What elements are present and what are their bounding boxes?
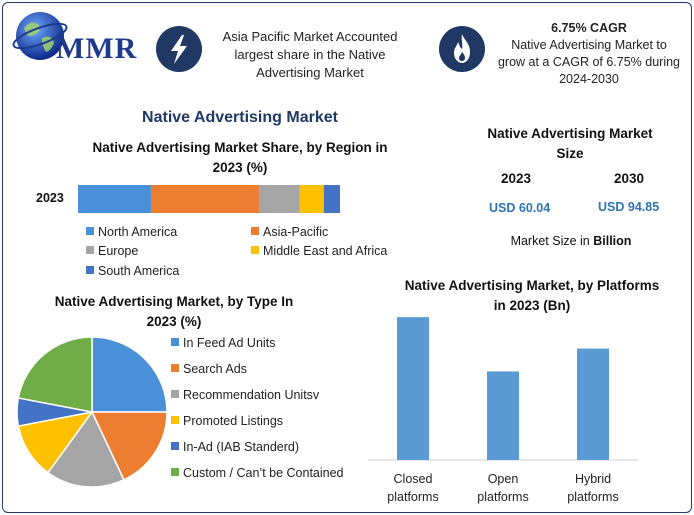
legend-swatch	[86, 227, 94, 235]
legend-swatch	[86, 246, 94, 254]
cagr-title: 6.75% CAGR	[551, 21, 627, 35]
platform-category-label-line: Hybrid	[574, 472, 612, 486]
pie-legend-item-5: Custom / Can’t be Contained	[171, 466, 344, 492]
legend-swatch	[171, 442, 179, 450]
platform-category-label-line: Closed	[393, 472, 433, 486]
pie-slice-1	[90, 411, 168, 481]
legend-swatch	[171, 416, 179, 424]
region-legend-mea: Middle East and Africa	[251, 244, 387, 258]
platform-chart-title-line-2: in 2023 (Bn)	[493, 298, 571, 313]
market-size-year-2023: 2023	[501, 171, 532, 186]
type-pie-chart	[16, 336, 168, 488]
callout-right-line-3: 2024-2030	[559, 72, 619, 86]
pie-slice-0	[91, 336, 168, 413]
region-legend-asia-pacific: Asia-Pacific	[251, 225, 328, 239]
region-chart-title-line-2: 2023 (%)	[212, 160, 268, 175]
legend-label: South America	[98, 264, 180, 278]
legend-swatch	[171, 338, 179, 346]
platform-bar-0	[397, 317, 429, 460]
region-legend-north-america: North America	[86, 225, 177, 239]
legend-swatch	[171, 390, 179, 398]
region-bar-segment-1	[150, 185, 259, 213]
pie-legend-item-0: In Feed Ad Units	[171, 336, 344, 362]
callout-right-line-2: grow at a CAGR of 6.75% during	[497, 55, 681, 69]
region-chart-title-line-1: Native Advertising Market Share, by Regi…	[92, 140, 388, 155]
region-bar-segment-0	[78, 185, 151, 213]
callout-right-badge	[439, 26, 485, 72]
region-legend-europe: Europe	[86, 244, 138, 258]
callout-left-line-3: Advertising Market	[256, 65, 364, 80]
legend-label: In Feed Ad Units	[183, 336, 276, 350]
legend-label: Middle East and Africa	[263, 244, 388, 258]
platform-category-label-1: Open platforms	[463, 470, 543, 506]
type-pie-legend: In Feed Ad Units Search Ads Recommendation…	[171, 336, 344, 492]
legend-label: Asia-Pacific	[263, 225, 329, 239]
platform-bar-1	[487, 371, 519, 460]
platform-category-label-line: Open	[487, 472, 519, 486]
pie-legend-item-2: Recommendation Unitsv	[171, 388, 344, 414]
market-size-note-unit: Billion	[593, 234, 632, 248]
legend-label: North America	[98, 225, 178, 239]
lightning-icon	[171, 35, 187, 64]
region-stacked-bar	[78, 185, 340, 213]
platform-chart-title-line-1: Native Advertising Market, by Platforms	[404, 278, 660, 293]
type-chart-title-line-2: 2023 (%)	[146, 314, 202, 329]
pie-legend-item-1: Search Ads	[171, 362, 344, 388]
region-legend-south-america: South America	[86, 264, 179, 278]
region-category-label: 2023	[36, 191, 64, 205]
platform-chart-title: Native Advertising Market, by Platforms …	[382, 276, 682, 316]
legend-label: Promoted Listings	[183, 414, 284, 428]
platform-category-label-line: platforms	[387, 490, 439, 504]
pie-legend-item-3: Promoted Listings	[171, 414, 344, 440]
region-bar-segment-3	[299, 185, 324, 213]
platform-category-label-line: platforms	[477, 490, 529, 504]
pie-legend-item-4: In-Ad (IAB Standerd)	[171, 440, 344, 466]
callout-right-line-1: Native Advertising Market to	[511, 38, 667, 52]
type-chart-title-line-1: Native Advertising Market, by Type In	[54, 294, 294, 309]
globe-icon	[12, 12, 68, 60]
platform-category-label-line: platforms	[567, 490, 619, 504]
legend-swatch	[171, 364, 179, 372]
logo: MMR	[10, 8, 140, 68]
market-size-year-2030: 2030	[614, 171, 645, 186]
market-size-title: Native Advertising Market Size	[470, 124, 670, 164]
platform-category-label-2: Hybrid platforms	[553, 470, 633, 506]
pie-slice-5	[17, 336, 93, 413]
legend-label: In-Ad (IAB Standerd)	[183, 440, 300, 454]
callout-left-line-2: largest share in the Native	[234, 47, 386, 62]
legend-swatch	[171, 468, 179, 476]
legend-swatch	[251, 246, 259, 254]
legend-label: Search Ads	[183, 362, 247, 376]
market-size-note-prefix: Market Size in	[510, 234, 594, 248]
region-bar-segment-4	[323, 185, 340, 213]
legend-label: Custom / Can’t be Contained	[183, 466, 344, 480]
market-size-title-line-2: Size	[556, 146, 584, 161]
type-chart-title: Native Advertising Market, by Type In 20…	[24, 292, 324, 332]
market-size-value-2030: USD 94.85	[598, 200, 660, 214]
callout-left-text: Asia Pacific Market Accounted largest sh…	[210, 28, 410, 82]
callout-left-badge	[156, 26, 202, 72]
platform-category-label-0: Closed platforms	[373, 470, 453, 506]
callout-left-line-1: Asia Pacific Market Accounted	[222, 29, 398, 44]
legend-swatch	[86, 266, 94, 274]
platform-bar-chart	[368, 317, 638, 461]
market-size-value-2023: USD 60.04	[489, 201, 551, 215]
market-size-note: Market Size in Billion	[478, 234, 664, 248]
legend-swatch	[251, 227, 259, 235]
region-bar-segment-2	[258, 185, 300, 213]
logo-text: MMR	[56, 32, 138, 65]
market-size-title-line-1: Native Advertising Market	[487, 126, 653, 141]
legend-label: Europe	[98, 244, 139, 258]
pie-slice-2	[46, 410, 125, 488]
platform-bar-2	[577, 348, 609, 460]
legend-label: Recommendation Unitsv	[183, 388, 320, 402]
main-title: Native Advertising Market	[142, 109, 338, 126]
region-chart-title: Native Advertising Market Share, by Regi…	[60, 138, 420, 178]
flame-icon	[454, 34, 470, 63]
callout-right-text: 6.75% CAGR Native Advertising Market to …	[492, 20, 686, 88]
